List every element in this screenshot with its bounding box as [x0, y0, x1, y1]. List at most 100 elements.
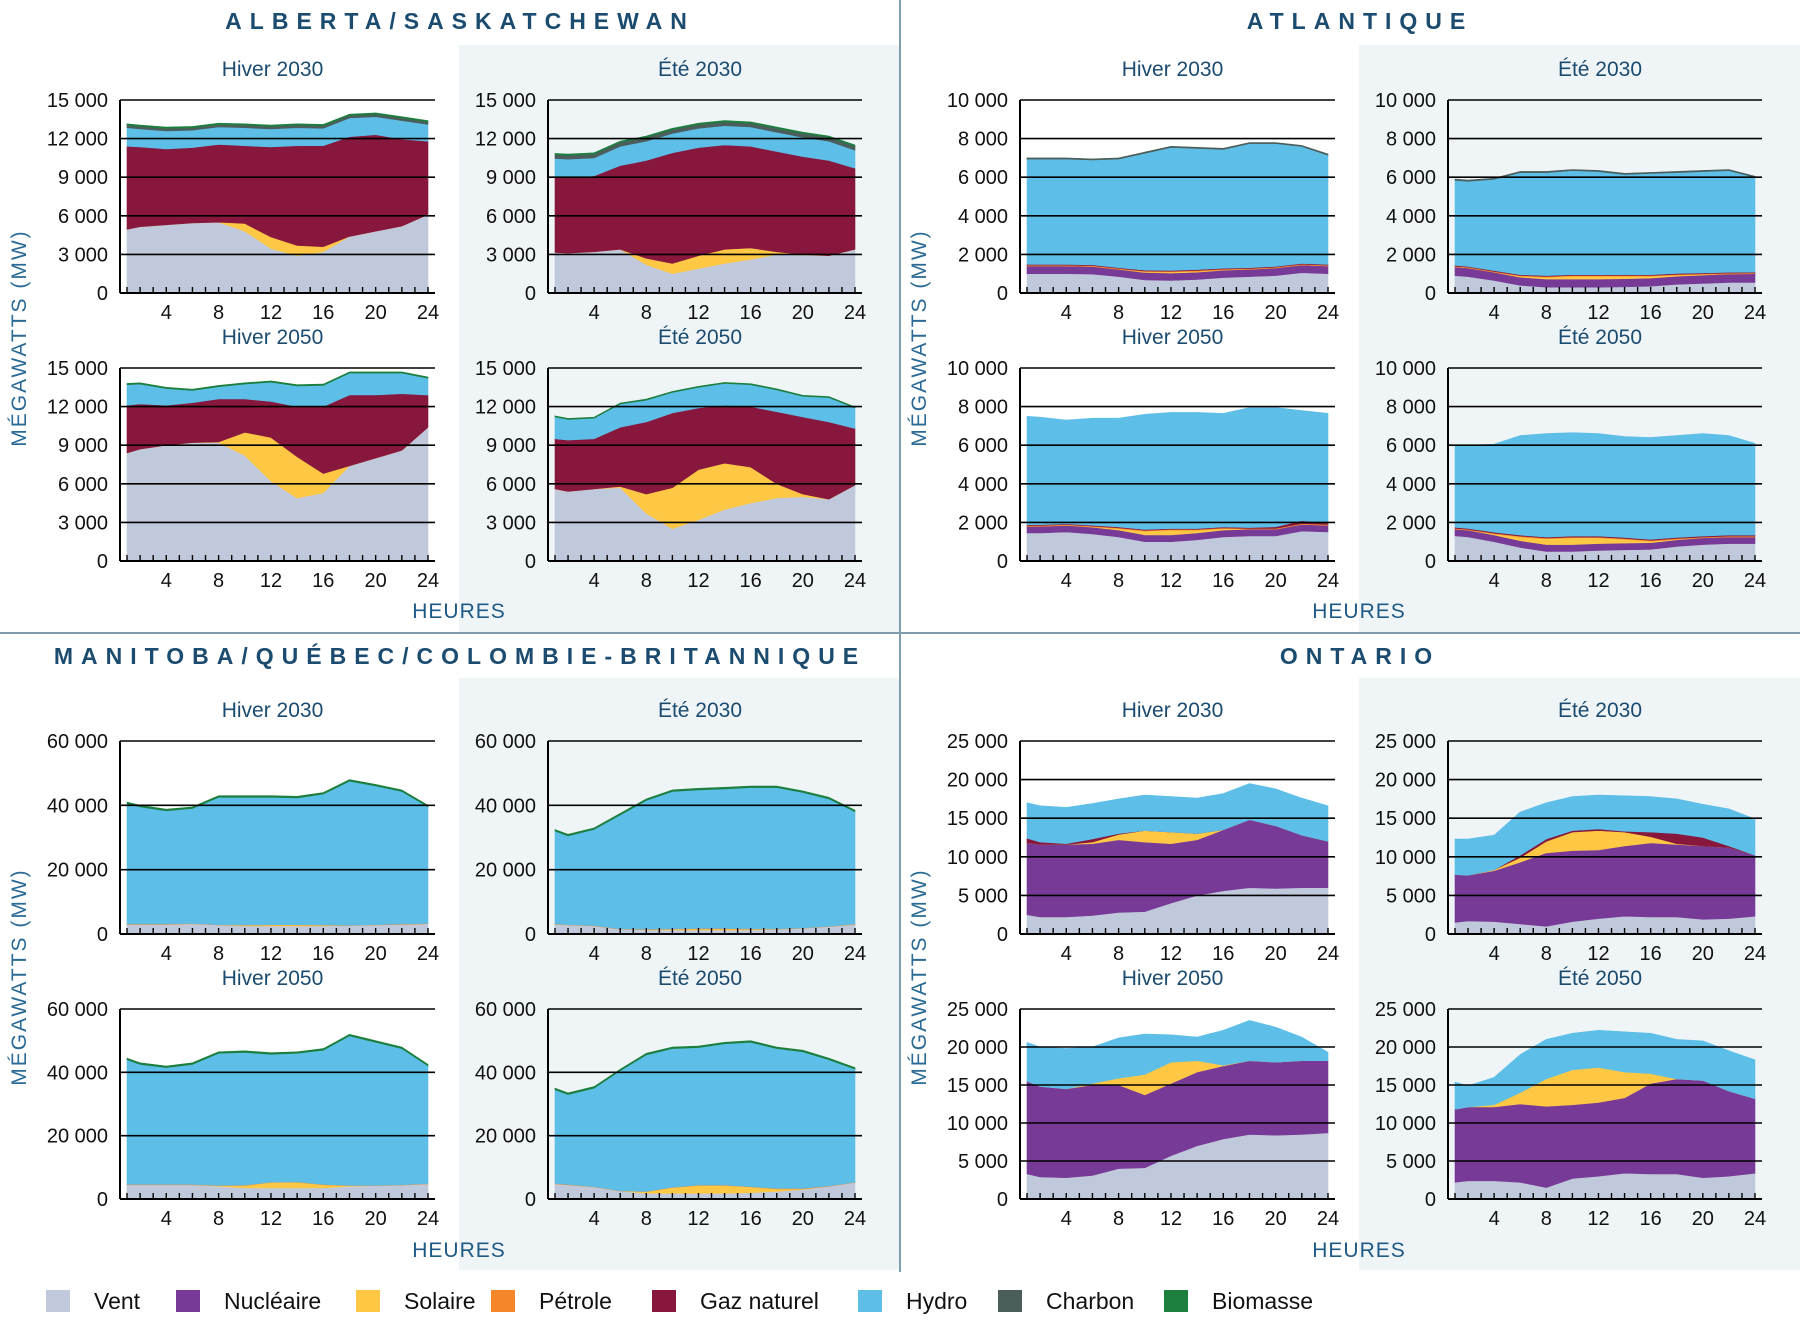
area-biomasse [126, 371, 429, 391]
x-tick-label: 4 [1489, 1208, 1500, 1230]
y-tick-label: 0 [1425, 551, 1436, 573]
y-tick-label: 9 000 [486, 435, 536, 457]
y-tick-label: 0 [997, 924, 1008, 946]
legend-label: Pétrole [539, 1287, 612, 1314]
y-tick-label: 60 000 [475, 731, 536, 753]
chart-ontario-ete-2030: Été 2030 0 5 000 10 000 15 000 20 000 25 000 4 8… [1375, 699, 1766, 965]
legend-swatch [1164, 1290, 1188, 1312]
chart-title: Été 2030 [658, 699, 742, 722]
x-tick-label: 24 [1317, 1208, 1339, 1230]
x-tick-label: 16 [1640, 943, 1662, 965]
y-tick-label: 9 000 [486, 167, 536, 189]
y-tick-label: 10 000 [947, 1113, 1008, 1135]
x-tick-label: 12 [1587, 943, 1609, 965]
y-tick-label: 25 000 [947, 999, 1008, 1021]
x-tick-label: 20 [1265, 943, 1287, 965]
x-tick-label: 12 [260, 302, 282, 324]
y-tick-label: 10 000 [947, 90, 1008, 112]
x-tick-label: 12 [687, 943, 709, 965]
y-tick-label: 15 000 [47, 358, 108, 380]
x-tick-label: 24 [417, 1208, 439, 1230]
y-tick-label: 20 000 [947, 770, 1008, 792]
area-biomasse [554, 1040, 856, 1095]
y-tick-label: 2 000 [1386, 244, 1436, 266]
x-tick-label: 24 [1317, 570, 1339, 592]
x-tick-label: 20 [365, 570, 387, 592]
y-tick-label: 10 000 [1375, 90, 1436, 112]
x-tick-label: 4 [589, 302, 600, 324]
x-tick-label: 12 [687, 570, 709, 592]
chart-alberta-saskatchewan-ete-2050: Été 2050 0 3 000 6 000 9 000 12 000 15 000 4 8 12… [475, 326, 866, 592]
x-tick-label: 8 [213, 570, 224, 592]
legend-label: Charbon [1046, 1287, 1135, 1314]
x-tick-label: 24 [1317, 302, 1339, 324]
legend-swatch [491, 1290, 515, 1312]
x-tick-label: 20 [792, 943, 814, 965]
y-tick-label: 0 [97, 551, 108, 573]
x-tick-label: 16 [740, 570, 762, 592]
y-tick-label: 2 000 [1386, 512, 1436, 534]
x-axis-label-atlantique: HEURES [1312, 600, 1406, 623]
y-tick-label: 4 000 [1386, 474, 1436, 496]
y-tick-label: 0 [525, 1189, 536, 1211]
x-tick-label: 4 [1489, 943, 1500, 965]
y-tick-label: 3 000 [58, 512, 108, 534]
y-tick-label: 0 [525, 283, 536, 305]
y-tick-label: 15 000 [47, 90, 108, 112]
chart-manitoba-quebec-colombie-britannique-hiver-2050: Hiver 2050 0 20 000 40 000 60 000 4 8 12 16 20 24 [47, 967, 439, 1230]
y-tick-label: 5 000 [958, 885, 1008, 907]
x-tick-label: 20 [792, 1208, 814, 1230]
x-tick-label: 20 [1265, 302, 1287, 324]
chart-alberta-saskatchewan-ete-2030: Été 2030 0 3 000 6 000 9 000 12 000 15 000 4 8 12… [475, 58, 866, 324]
x-axis-label-alberta: HEURES [412, 600, 506, 623]
area-hydro [1026, 1020, 1329, 1090]
legend-item-hydro: Hydro [858, 1286, 967, 1316]
chart-title: Hiver 2030 [222, 58, 324, 81]
x-tick-label: 12 [1587, 302, 1609, 324]
legend-item-biomasse: Biomasse [1164, 1286, 1313, 1316]
x-tick-label: 24 [417, 302, 439, 324]
chart-alberta-saskatchewan-hiver-2050: Hiver 2050 0 3 000 6 000 9 000 12 000 15 000 4 8… [47, 326, 439, 592]
y-tick-label: 4 000 [1386, 206, 1436, 228]
y-tick-label: 8 000 [1386, 129, 1436, 151]
legend-label: Gaz naturel [700, 1287, 819, 1314]
chart-manitoba-quebec-colombie-britannique-hiver-2030: Hiver 2030 0 20 000 40 000 60 000 4 8 12 16 20 24 [47, 699, 439, 965]
y-tick-label: 12 000 [475, 129, 536, 151]
x-tick-label: 8 [641, 1208, 652, 1230]
x-tick-label: 4 [1489, 570, 1500, 592]
x-tick-label: 20 [365, 943, 387, 965]
y-tick-label: 20 000 [475, 1126, 536, 1148]
x-tick-label: 16 [740, 943, 762, 965]
x-tick-label: 16 [312, 943, 334, 965]
area-hydro [1026, 143, 1329, 271]
y-tick-label: 5 000 [1386, 1151, 1436, 1173]
chart-atlantique-hiver-2050: Hiver 2050 0 2 000 4 000 6 000 8 000 10 000 4 8 1… [947, 326, 1339, 592]
chart-title: Hiver 2050 [1122, 967, 1224, 990]
x-tick-label: 12 [260, 570, 282, 592]
y-tick-label: 20 000 [47, 860, 108, 882]
chart-title: Été 2050 [1558, 967, 1642, 990]
x-tick-label: 12 [1587, 1208, 1609, 1230]
x-tick-label: 8 [213, 1208, 224, 1230]
y-tick-label: 10 000 [947, 358, 1008, 380]
area-biomasse [554, 382, 856, 420]
y-tick-label: 15 000 [1375, 808, 1436, 830]
x-tick-label: 12 [1587, 570, 1609, 592]
x-tick-label: 4 [161, 1208, 172, 1230]
x-axis-label-ontario: HEURES [1312, 1239, 1406, 1262]
y-tick-label: 8 000 [958, 129, 1008, 151]
region-title-atlantique: ATLANTIQUE [1246, 8, 1474, 34]
chart-ontario-ete-2050: Été 2050 0 5 000 10 000 15 000 20 000 25 000 4 8… [1375, 967, 1766, 1230]
y-tick-label: 6 000 [958, 167, 1008, 189]
y-tick-label: 3 000 [486, 512, 536, 534]
area-charbon [1026, 142, 1329, 161]
x-tick-label: 8 [1113, 570, 1124, 592]
x-tick-label: 4 [1061, 570, 1072, 592]
y-tick-label: 4 000 [958, 206, 1008, 228]
x-tick-label: 8 [641, 570, 652, 592]
y-tick-label: 20 000 [1375, 1037, 1436, 1059]
x-tick-label: 24 [417, 570, 439, 592]
chart-ontario-hiver-2050: Hiver 2050 0 5 000 10 000 15 000 20 000 25 000… [947, 967, 1339, 1230]
y-tick-label: 2 000 [958, 512, 1008, 534]
chart-title: Hiver 2030 [1122, 699, 1224, 722]
